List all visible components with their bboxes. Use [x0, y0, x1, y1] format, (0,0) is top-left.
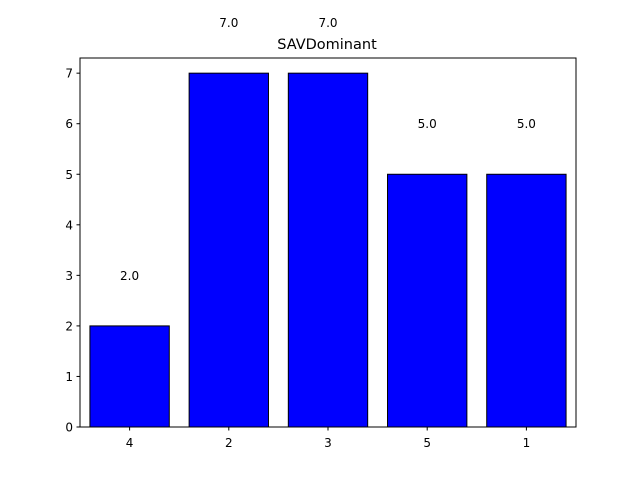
y-tick-label: 2 — [65, 319, 73, 333]
x-tick-label: 3 — [324, 436, 332, 450]
y-tick-label: 6 — [65, 117, 73, 131]
data-label: 7.0 — [219, 16, 238, 30]
x-tick-label: 4 — [126, 436, 134, 450]
data-label: 7.0 — [318, 16, 337, 30]
bar-1 — [486, 173, 567, 428]
bar-3 — [287, 72, 369, 428]
y-tick-label: 5 — [65, 168, 73, 182]
y-tick-label: 3 — [65, 269, 73, 283]
y-tick-label: 1 — [65, 370, 73, 384]
chart-title: SAVDominant — [277, 37, 377, 53]
bar-4 — [89, 325, 170, 428]
y-tick-label: 4 — [65, 218, 73, 232]
plot-area: 0 1 2 3 4 5 6 7 4 2 3 5 1 2.0 7.0 7.0 5.0 5.0 — [65, 16, 577, 450]
bar-2 — [188, 72, 269, 428]
x-tick-label: 2 — [225, 436, 233, 450]
y-tick-label: 0 — [65, 421, 73, 435]
x-tick-label: 1 — [523, 436, 531, 450]
bar-5 — [387, 173, 468, 428]
data-label: 2.0 — [120, 269, 139, 283]
y-tick-label: 7 — [65, 67, 73, 81]
data-label: 5.0 — [418, 117, 437, 131]
data-label: 5.0 — [517, 117, 536, 131]
x-tick-label: 5 — [423, 436, 431, 450]
